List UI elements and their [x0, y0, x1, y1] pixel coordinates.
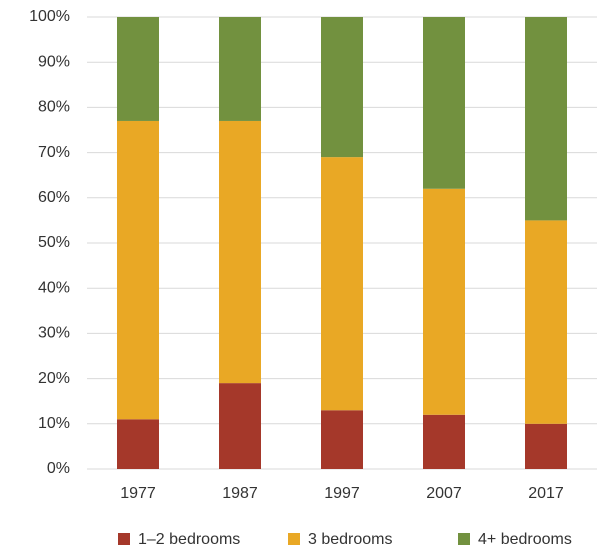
- y-tick-label: 20%: [38, 370, 70, 387]
- y-tick-label: 90%: [38, 53, 70, 70]
- legend-swatch: [458, 533, 470, 545]
- bar-segment: [525, 220, 567, 424]
- x-tick-label: 2017: [528, 485, 564, 502]
- legend-label: 4+ bedrooms: [478, 531, 572, 548]
- bar-segment: [423, 17, 465, 189]
- bar-segment: [219, 120, 261, 384]
- y-tick-label: 50%: [38, 234, 70, 251]
- bar-segment: [219, 383, 261, 469]
- bar-segment: [219, 17, 261, 121]
- x-tick-label: 1977: [120, 485, 156, 502]
- bar-segment: [423, 414, 465, 469]
- y-tick-label: 0%: [47, 460, 70, 477]
- y-tick-label: 100%: [29, 8, 70, 25]
- bar-segment: [117, 419, 159, 469]
- legend-swatch: [118, 533, 130, 545]
- legend-label: 1–2 bedrooms: [138, 531, 240, 548]
- y-tick-label: 30%: [38, 325, 70, 342]
- y-tick-label: 70%: [38, 144, 70, 161]
- bar-segment: [423, 188, 465, 415]
- y-tick-label: 40%: [38, 279, 70, 296]
- x-tick-label: 2007: [426, 485, 462, 502]
- y-tick-label: 60%: [38, 189, 70, 206]
- legend-swatch: [288, 533, 300, 545]
- x-tick-label: 1997: [324, 485, 360, 502]
- bar-segment: [525, 17, 567, 221]
- bar-segment: [117, 17, 159, 121]
- bar-segment: [321, 157, 363, 411]
- bar-segment: [321, 17, 363, 158]
- x-tick-label: 1987: [222, 485, 258, 502]
- y-tick-label: 80%: [38, 99, 70, 116]
- y-tick-label: 10%: [38, 415, 70, 432]
- bar-segment: [321, 410, 363, 469]
- bar-segment: [117, 120, 159, 420]
- legend-label: 3 bedrooms: [308, 531, 393, 548]
- bar-segment: [525, 423, 567, 469]
